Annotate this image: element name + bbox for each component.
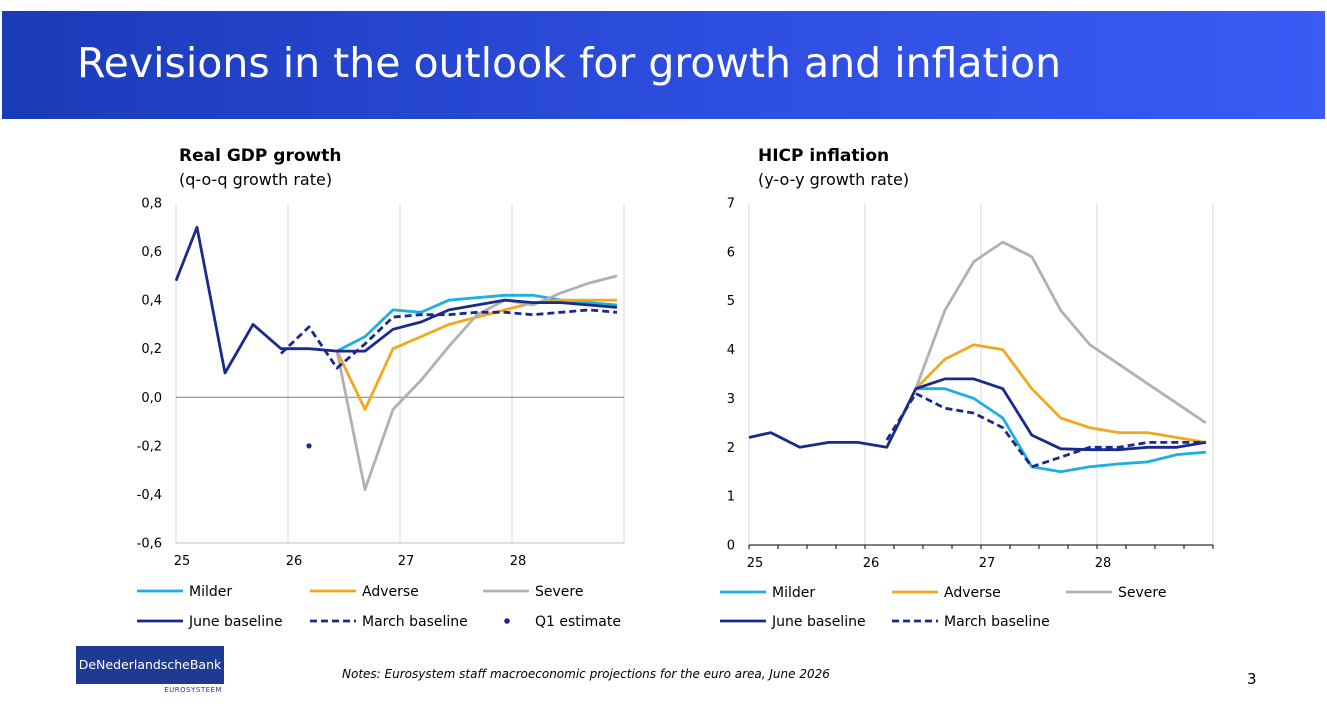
dnb-logo: DeNederlandscheBank EUROSYSTEEM [76, 646, 224, 696]
hicp-y-tick-label: 6 [727, 245, 735, 260]
slide-title: Revisions in the outlook for growth and … [77, 39, 1062, 87]
hicp-x-tick-label: 25 [747, 556, 764, 571]
hicp-legend-label-adverse: Adverse [944, 585, 1001, 601]
slide-header: Revisions in the outlook for growth and … [2, 11, 1325, 119]
gdp-chart-title: Real GDP growth [179, 146, 342, 166]
gdp-y-tick-label: -0,2 [137, 439, 162, 454]
hicp-y-tick-label: 1 [727, 490, 735, 505]
hicp-y-tick-label: 3 [727, 392, 735, 407]
hicp-y-tick-label: 5 [727, 294, 735, 309]
hicp-chart-title: HICP inflation [758, 146, 890, 166]
logo-text: DeNederlandscheBank [76, 646, 224, 684]
gdp-y-tick-label: -0,6 [137, 537, 162, 552]
gdp-legend-label-adverse: Adverse [362, 584, 419, 600]
gdp-x-tick-label: 28 [510, 554, 527, 569]
hicp-severe-line [914, 240, 1207, 425]
hicp-y-tick-label: 2 [727, 441, 735, 456]
hicp-chart: 7 6 5 4 3 2 1 0 25 26 27 28 [727, 197, 1214, 571]
hicp-march_baseline-line [885, 392, 1206, 469]
logo-subtext: EUROSYSTEEM [164, 686, 222, 694]
gdp-y-tick-label: 0,6 [141, 245, 162, 260]
hicp-x-tick-label: 27 [979, 556, 996, 571]
gdp-legend-label-milder: Milder [189, 584, 232, 600]
gdp-y-tick-label: 0,4 [141, 294, 162, 309]
hicp-y-tick-label: 7 [727, 197, 735, 212]
gdp-adverse-line [335, 298, 617, 411]
gdp-chart-subtitle: (q-o-q growth rate) [179, 170, 333, 189]
gdp-legend-label-severe: Severe [535, 584, 583, 600]
gdp-q1_estimate-point [306, 443, 312, 449]
page-number: 3 [1247, 670, 1257, 688]
hicp-y-tick-label: 4 [727, 343, 735, 358]
gdp-x-tick-label: 25 [174, 554, 191, 569]
gdp-legend-swatch-q1_estimate [504, 618, 510, 624]
hicp-legend: Milder Adverse Severe June baseline March ba… [720, 585, 1166, 630]
gdp-legend-label-q1_estimate: Q1 estimate [535, 614, 621, 630]
gdp-legend: Milder Adverse Severe June baseline March ba… [137, 584, 621, 630]
gdp-y-tick-label: 0,0 [141, 391, 162, 406]
gdp-x-tick-label: 26 [286, 554, 303, 569]
gdp-x-tick-label: 27 [398, 554, 415, 569]
gdp-legend-label-june_baseline: June baseline [188, 614, 283, 630]
hicp-adverse-line [914, 343, 1207, 444]
gdp-y-tick-label: 0,2 [141, 342, 162, 357]
hicp-legend-label-june_baseline: June baseline [771, 614, 866, 630]
gdp-y-tick-label: -0,4 [137, 488, 162, 503]
hicp-x-tick-label: 26 [863, 556, 880, 571]
hicp-chart-subtitle: (y-o-y growth rate) [758, 170, 910, 189]
hicp-legend-label-march_baseline: March baseline [944, 614, 1050, 630]
gdp-june_baseline-line [174, 225, 618, 375]
gdp-chart: 0,8 0,6 0,4 0,2 0,0 -0,2 -0,4 -0,6 25 26 27 28 [137, 197, 625, 569]
hicp-y-tick-label: 0 [727, 539, 735, 554]
gdp-severe-line [335, 274, 618, 491]
hicp-legend-label-severe: Severe [1118, 585, 1166, 601]
hicp-milder-line [915, 387, 1206, 474]
gdp-y-tick-label: 0,8 [141, 197, 162, 212]
hicp-legend-label-milder: Milder [772, 585, 815, 601]
hicp-june_baseline-line [748, 377, 1207, 452]
footnote: Notes: Eurosystem staff macroeconomic pr… [342, 667, 830, 681]
gdp-march_baseline-line [280, 308, 618, 370]
hicp-x-tick-label: 28 [1095, 556, 1112, 571]
gdp-legend-label-march_baseline: March baseline [362, 614, 468, 630]
